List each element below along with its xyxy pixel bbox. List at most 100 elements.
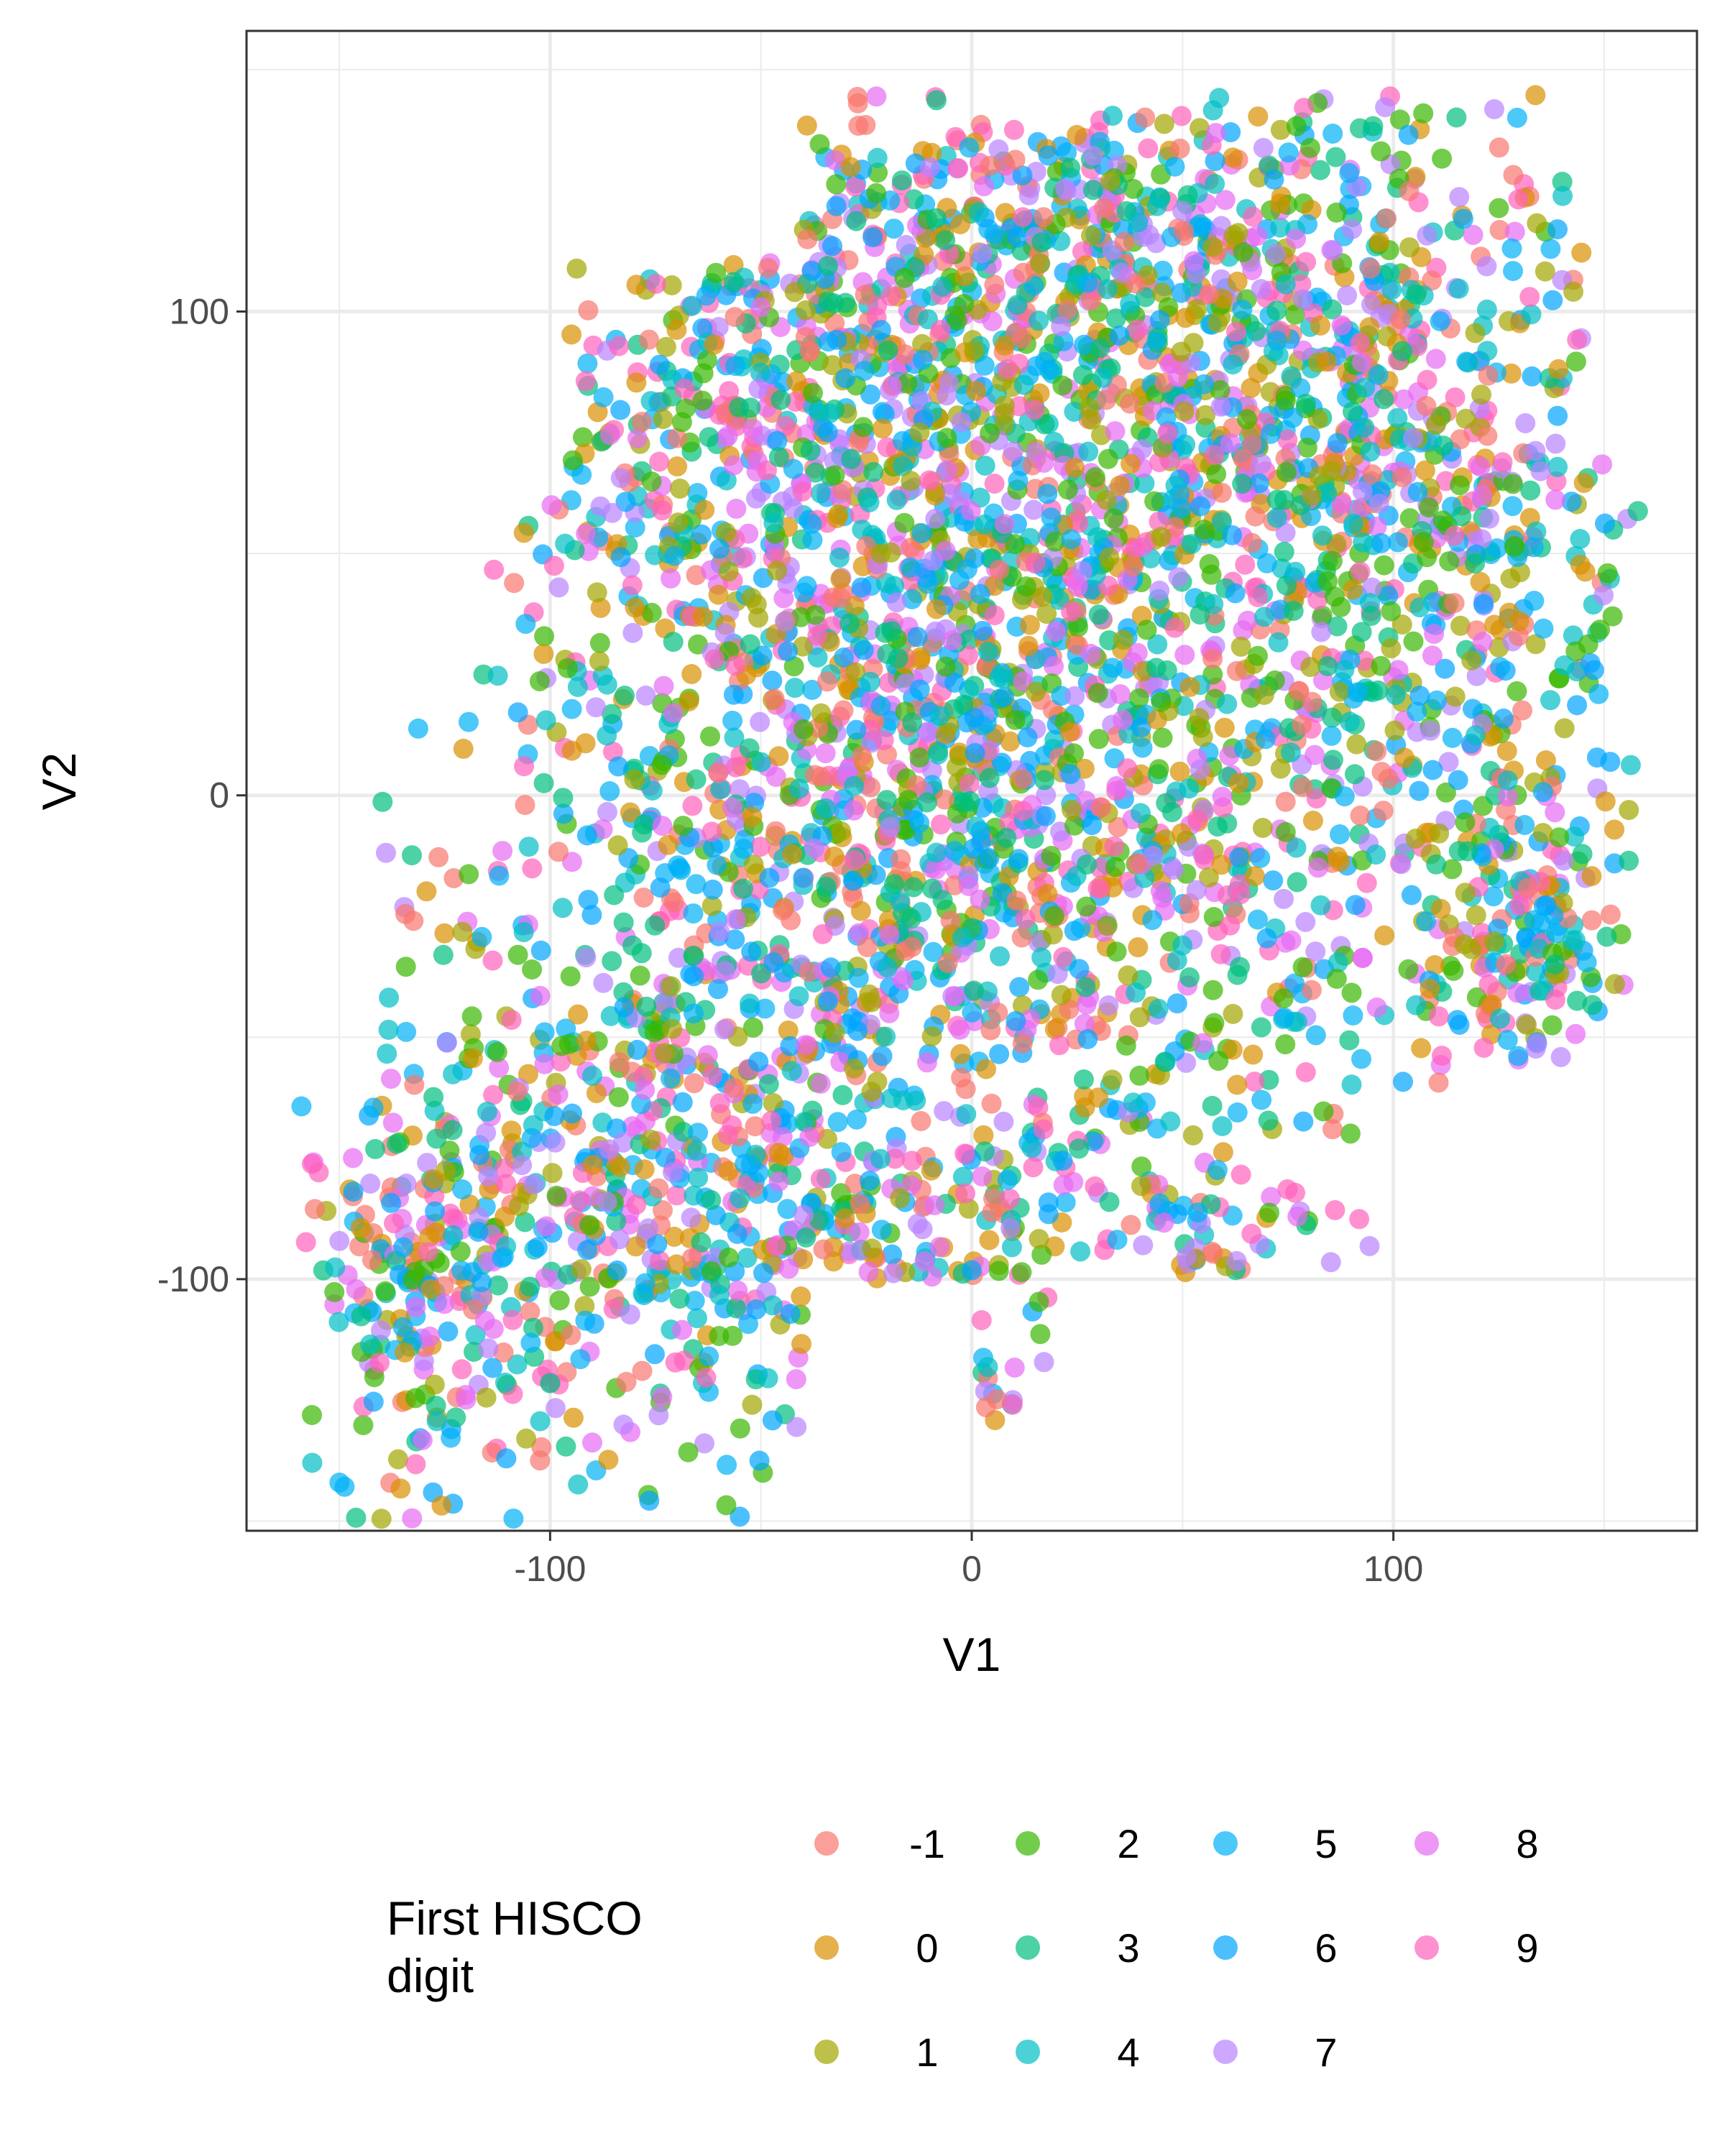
data-point [1055,1192,1076,1212]
data-point [1289,681,1310,701]
data-point [892,430,913,451]
data-point [576,947,597,968]
data-point [1203,907,1224,927]
data-point [746,594,767,614]
data-point [1107,1230,1128,1250]
data-point [515,1212,535,1233]
data-point [1274,541,1294,562]
data-point [1000,731,1021,752]
data-point [827,1112,848,1133]
data-point [786,1369,806,1390]
data-point [1253,137,1274,158]
data-point [1329,681,1350,702]
data-point [1425,349,1446,369]
data-point [877,437,898,458]
data-point [1003,119,1024,140]
data-point [645,274,666,294]
data-point [1082,815,1103,836]
data-point [514,756,535,777]
data-point [725,356,745,377]
data-point [1008,849,1029,870]
data-point [613,982,634,1003]
data-point [1326,969,1347,989]
data-point [544,1106,565,1127]
data-point [1006,890,1027,911]
data-point [881,621,902,642]
data-point [371,1320,391,1341]
data-point [1077,272,1098,293]
data-point [682,796,703,816]
data-point [661,568,681,589]
data-point [1207,1160,1228,1180]
data-point [1069,959,1090,980]
data-point [1316,351,1337,372]
data-point [718,1247,739,1268]
data-point [1547,219,1568,240]
data-point [1545,802,1565,823]
data-point [1074,334,1095,355]
data-point [954,294,975,314]
data-point [1128,212,1149,233]
data-point [1152,260,1173,281]
data-point [673,816,694,837]
data-point [914,1251,935,1271]
data-point [803,382,823,403]
data-point [1123,178,1144,199]
data-point [1233,241,1254,262]
data-point [978,641,998,662]
data-point [1296,252,1317,272]
data-point [832,1084,853,1105]
data-point [895,344,916,365]
data-point [694,1433,714,1454]
data-point [576,1031,597,1051]
data-point [761,1110,782,1131]
data-point [861,1082,882,1102]
data-point [1490,657,1511,678]
data-point [917,722,938,742]
data-point [521,1128,542,1148]
data-point [1258,1110,1279,1131]
data-point [418,1242,438,1263]
data-point [873,730,894,750]
data-point [1465,323,1486,344]
data-point [1533,618,1554,639]
data-point [881,1088,901,1109]
data-point [426,1411,447,1432]
data-point [1270,119,1291,140]
data-point [684,1185,704,1206]
data-point [1025,552,1046,573]
data-point [1515,413,1536,433]
data-point [1251,1089,1272,1110]
data-point [975,456,995,476]
data-point [1060,764,1081,785]
data-point [1381,280,1402,300]
data-point [645,1344,665,1365]
data-point [363,1391,384,1412]
data-point [686,1141,707,1161]
data-point [1031,947,1052,968]
data-point [878,340,898,361]
data-point [1171,341,1192,362]
data-point [768,447,789,467]
data-point [1049,1035,1070,1056]
data-point [395,957,416,977]
data-point [835,368,856,389]
data-point [1179,676,1200,697]
data-point [428,847,449,867]
data-point [1004,1358,1025,1378]
data-point [1028,1097,1049,1118]
data-point [1171,106,1192,126]
data-point [893,456,914,476]
data-point [724,727,745,748]
data-point [376,842,396,863]
x-tick-label: 0 [962,1549,982,1589]
data-point [1497,1030,1518,1050]
data-point [991,752,1012,773]
data-point [1266,489,1287,510]
data-point [709,921,730,942]
data-point [586,582,607,603]
data-point [452,921,473,942]
data-point [581,905,602,926]
data-point [1146,331,1167,351]
data-point [903,877,924,898]
